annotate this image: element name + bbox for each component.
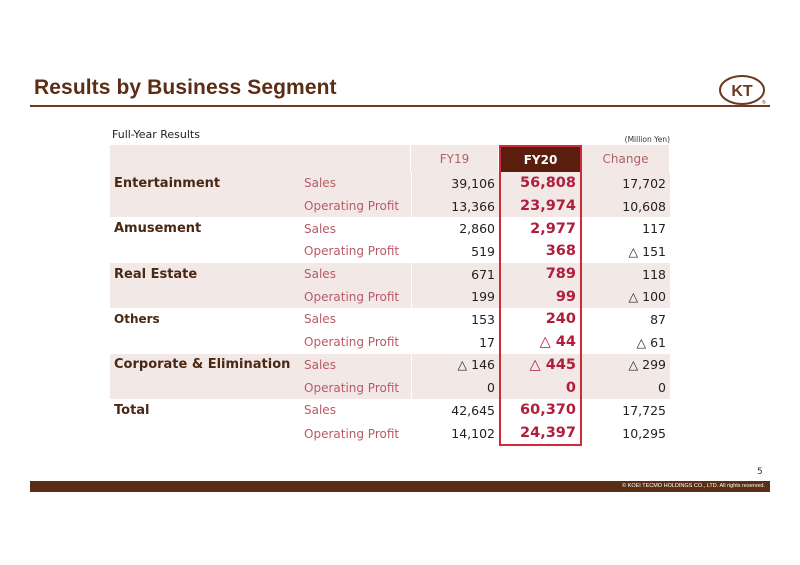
fy19-value: 39,106 bbox=[411, 172, 499, 195]
segment-name bbox=[110, 194, 300, 218]
footer-bar bbox=[30, 481, 770, 492]
change-value: 17,702 bbox=[582, 172, 670, 195]
fy20-value: 99 bbox=[499, 285, 582, 309]
change-value: 0 bbox=[582, 376, 670, 399]
logo-lettering: KT bbox=[731, 83, 753, 100]
fy19-value: △ 146 bbox=[411, 353, 499, 377]
fy20-value: 24,397 bbox=[499, 421, 582, 447]
fy19-value: 17 bbox=[411, 330, 499, 354]
table-caption: Full-Year Results bbox=[112, 128, 200, 141]
table-row: Operating Profit 17 △ 44 △ 61 bbox=[110, 330, 670, 354]
segment-name bbox=[110, 376, 300, 399]
svg-text:®: ® bbox=[762, 99, 766, 106]
row-item-label: Operating Profit bbox=[300, 285, 411, 309]
table-row: Operating Profit 13,366 23,974 10,608 bbox=[110, 194, 670, 218]
fy20-value: 56,808 bbox=[499, 172, 582, 195]
fy19-value: 14,102 bbox=[411, 421, 499, 447]
fy19-value: 153 bbox=[411, 308, 499, 331]
fy19-value: 671 bbox=[411, 262, 499, 286]
header-blank bbox=[110, 145, 411, 172]
row-item-label: Sales bbox=[300, 172, 411, 195]
fy20-value: 60,370 bbox=[499, 398, 582, 422]
fy19-value: 519 bbox=[411, 240, 499, 263]
title-divider bbox=[30, 105, 770, 107]
fy20-value: 368 bbox=[499, 240, 582, 263]
table-row: Operating Profit 14,102 24,397 10,295 bbox=[110, 421, 670, 447]
fy19-value: 42,645 bbox=[411, 398, 499, 422]
table-row: Operating Profit 519 368 △ 151 bbox=[110, 240, 670, 263]
row-item-label: Operating Profit bbox=[304, 426, 400, 441]
segment-results-table: FY19 FY20 Change Entertainment Sales 39,10… bbox=[110, 145, 670, 447]
table-row: Corporate & Elimination Sales △ 146 △ 445 △ … bbox=[110, 353, 670, 377]
fy20-value: △ 445 bbox=[499, 353, 582, 377]
copyright-notice: © KOEI TECMO HOLDINGS CO., LTD. All righ… bbox=[622, 483, 765, 489]
change-value: 117 bbox=[642, 221, 666, 237]
row-item-label: Operating Profit bbox=[300, 376, 411, 399]
segment-name: Amusement bbox=[114, 221, 202, 237]
row-item-label: Sales bbox=[304, 312, 336, 327]
unit-note: (Million Yen) bbox=[624, 135, 670, 144]
table-row: Entertainment Sales 39,106 56,808 17,702 bbox=[110, 172, 670, 195]
koei-tecmo-logo: KT ® bbox=[719, 75, 766, 106]
fy20-value: 789 bbox=[499, 262, 582, 286]
fy19-value: 199 bbox=[411, 285, 499, 309]
change-value: △ 61 bbox=[636, 334, 667, 350]
segment-name: Others bbox=[114, 312, 160, 327]
fy19-value: 0 bbox=[411, 376, 499, 399]
change-value: △ 100 bbox=[582, 285, 670, 309]
row-item-label: Operating Profit bbox=[304, 244, 400, 259]
segment-name: Corporate & Elimination bbox=[110, 353, 300, 377]
table-header-row: FY19 FY20 Change bbox=[110, 145, 670, 172]
table-row: Real Estate Sales 671 789 118 bbox=[110, 262, 670, 286]
change-value: 118 bbox=[582, 262, 670, 286]
segment-name bbox=[110, 285, 300, 309]
header-fy20: FY20 bbox=[499, 145, 582, 172]
table-row: Total Sales 42,645 60,370 17,725 bbox=[110, 398, 670, 422]
fy20-value: 2,977 bbox=[499, 217, 582, 241]
table-row: Amusement Sales 2,860 2,977 117 bbox=[110, 217, 670, 241]
fy19-value: 13,366 bbox=[411, 194, 499, 218]
fy20-value: 0 bbox=[499, 376, 582, 399]
table-row: Others Sales 153 240 87 bbox=[110, 308, 670, 331]
table-row: Operating Profit 199 99 △ 100 bbox=[110, 285, 670, 309]
row-item-label: Sales bbox=[304, 403, 336, 418]
row-item-label: Operating Profit bbox=[304, 335, 400, 350]
segment-name: Total bbox=[114, 402, 150, 418]
header-change: Change bbox=[582, 145, 670, 172]
change-value: 10,608 bbox=[582, 194, 670, 218]
page-title: Results by Business Segment bbox=[34, 76, 337, 99]
change-value: 10,295 bbox=[622, 426, 666, 442]
change-value: 87 bbox=[650, 311, 666, 327]
row-item-label: Sales bbox=[300, 262, 411, 286]
segment-name: Real Estate bbox=[110, 262, 300, 286]
row-item-label: Operating Profit bbox=[300, 194, 411, 218]
segment-name bbox=[110, 240, 300, 263]
table-row: Operating Profit 0 0 0 bbox=[110, 376, 670, 399]
header-fy19: FY19 bbox=[411, 145, 499, 172]
segment-name: Entertainment bbox=[110, 172, 300, 195]
fy20-value: △ 44 bbox=[499, 330, 582, 354]
change-value: △ 299 bbox=[582, 353, 670, 377]
fy20-value: 240 bbox=[499, 308, 582, 331]
change-value: △ 151 bbox=[628, 243, 666, 259]
segment-name bbox=[110, 422, 300, 447]
change-value: 17,725 bbox=[622, 402, 666, 418]
fy19-value: 2,860 bbox=[411, 217, 499, 241]
fy20-value: 23,974 bbox=[499, 194, 582, 218]
row-item-label: Sales bbox=[300, 353, 411, 377]
segment-name bbox=[110, 331, 300, 354]
row-item-label: Sales bbox=[304, 221, 336, 236]
page-number: 5 bbox=[757, 467, 763, 477]
